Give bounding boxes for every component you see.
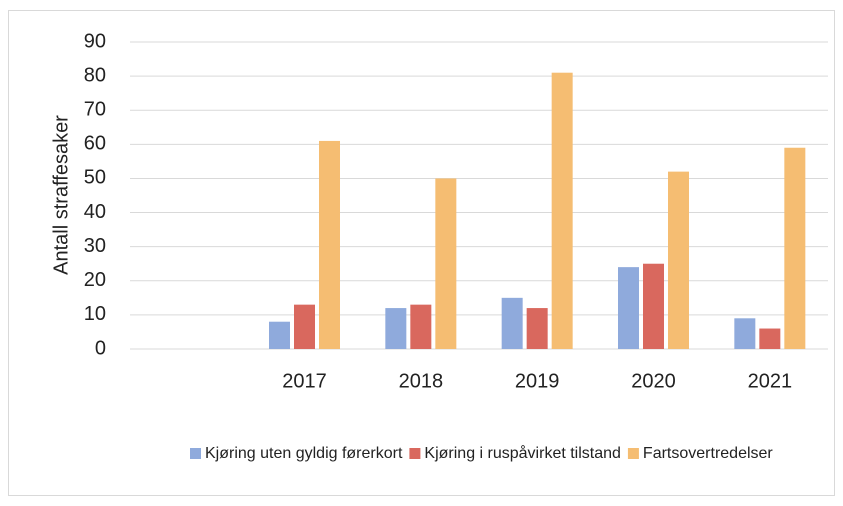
legend-label: Kjøring i ruspåvirket tilstand (424, 444, 621, 462)
y-tick-label: 20 (84, 269, 106, 291)
x-tick-label: 2019 (515, 370, 560, 392)
y-tick-label: 40 (84, 201, 106, 223)
y-tick-label: 0 (95, 337, 106, 359)
legend-label: Kjøring uten gyldig førerkort (205, 445, 403, 462)
bar (501, 297, 523, 349)
y-tick-label: 80 (84, 64, 106, 86)
bar (643, 263, 664, 349)
bar (734, 318, 756, 349)
x-tick-label: 2018 (399, 370, 444, 392)
legend-swatch (627, 448, 639, 459)
bar (269, 321, 290, 349)
bar (526, 308, 548, 349)
y-tick-label: 70 (84, 99, 106, 121)
y-tick-label: 30 (84, 235, 106, 257)
x-tick-label: 2017 (282, 370, 327, 392)
bar (618, 267, 639, 349)
chart-border (8, 10, 835, 496)
bar (551, 72, 573, 349)
y-tick-label: 60 (84, 133, 106, 155)
bar (759, 328, 781, 349)
bar (784, 147, 806, 349)
bar (294, 304, 315, 349)
y-tick-label: 10 (84, 303, 106, 325)
y-tick-label: 90 (84, 30, 106, 52)
legend-label: Fartsovertredelser (643, 445, 773, 462)
bar (319, 140, 340, 349)
y-tick-label: 50 (84, 167, 106, 189)
bar (435, 178, 457, 349)
bar (385, 308, 407, 349)
y-axis-label: Antall straffesaker (50, 115, 72, 275)
bar (410, 304, 432, 349)
legend-swatch (190, 448, 201, 459)
bar (668, 171, 689, 349)
x-tick-label: 2021 (748, 370, 793, 392)
x-tick-label: 2020 (631, 370, 676, 392)
legend-swatch (409, 448, 421, 459)
